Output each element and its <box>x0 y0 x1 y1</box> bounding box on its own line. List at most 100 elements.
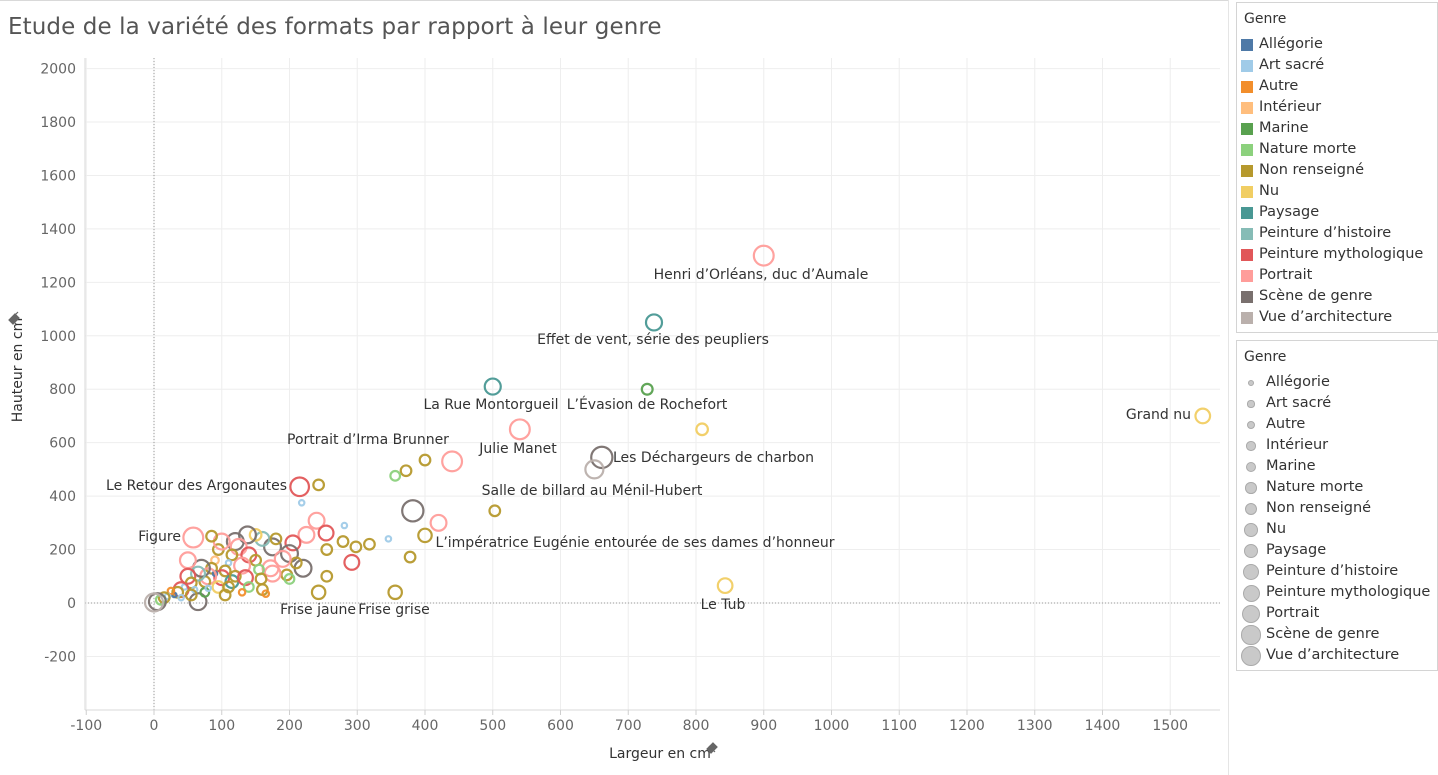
size-legend-label: Marine <box>1266 458 1316 474</box>
size-circle-icon <box>1247 400 1255 408</box>
size-circle-icon <box>1240 645 1262 667</box>
x-tick-label: 1400 <box>1085 718 1121 734</box>
size-legend-item[interactable]: Peinture d’histoire <box>1237 562 1437 583</box>
size-circle-icon <box>1241 625 1261 645</box>
size-legend-label: Intérieur <box>1266 437 1329 453</box>
y-tick-label: 400 <box>49 489 76 505</box>
data-point <box>225 548 239 562</box>
point-label: Le Tub <box>701 597 746 613</box>
color-legend-label: Vue d’architecture <box>1259 309 1393 325</box>
color-legend-item[interactable]: Portrait <box>1237 266 1437 287</box>
data-point <box>488 504 502 518</box>
data-point <box>312 478 326 492</box>
data-point <box>403 550 417 564</box>
size-legend-item[interactable]: Intérieur <box>1237 436 1437 457</box>
size-circle-icon <box>1248 380 1254 386</box>
y-tick-label: 0 <box>67 596 76 612</box>
color-legend-item[interactable]: Nu <box>1237 182 1437 203</box>
size-circle-icon <box>1246 441 1256 451</box>
size-legend[interactable]: Genre Allégorie Art sacré Autre Intérieur Ma… <box>1236 340 1438 671</box>
color-legend-item[interactable]: Marine <box>1237 119 1437 140</box>
scatter-chart: -100 0 100 200 300 400 500 600 700 800 900 1000 1100… <box>8 58 1220 762</box>
data-point <box>340 521 349 530</box>
color-legend-item[interactable]: Nature morte <box>1237 140 1437 161</box>
data-point <box>320 543 334 556</box>
data-point <box>297 498 306 507</box>
color-legend-item[interactable]: Intérieur <box>1237 98 1437 119</box>
color-legend-label: Marine <box>1259 120 1309 136</box>
color-legend-item[interactable]: Autre <box>1237 77 1437 98</box>
x-axis-label: Largeur en cm <box>609 746 711 762</box>
size-legend-item[interactable]: Nu <box>1237 520 1437 541</box>
size-legend-item[interactable]: Art sacré <box>1237 394 1437 415</box>
size-legend-item[interactable]: Autre <box>1237 415 1437 436</box>
data-point <box>320 569 334 583</box>
data-point <box>178 551 197 570</box>
x-tick-label: 900 <box>750 718 777 734</box>
color-swatch <box>1241 123 1253 135</box>
x-tick-label: 200 <box>276 718 303 734</box>
data-point <box>263 537 283 557</box>
color-legend-item[interactable]: Non renseigné <box>1237 161 1437 182</box>
point-label: Frise grise <box>358 602 429 618</box>
data-point <box>204 584 213 593</box>
color-legend-label: Portrait <box>1259 267 1313 283</box>
size-legend-item[interactable]: Marine <box>1237 457 1437 478</box>
color-swatch <box>1241 165 1253 177</box>
color-swatch <box>1241 60 1253 72</box>
data-point <box>229 537 248 556</box>
size-legend-item[interactable]: Portrait <box>1237 604 1437 625</box>
size-legend-label: Scène de genre <box>1266 626 1380 642</box>
color-legend[interactable]: Genre Allégorie Art sacré Autre Intérieur Ma… <box>1236 2 1438 333</box>
color-legend-item[interactable]: Peinture d’histoire <box>1237 224 1437 245</box>
size-legend-item[interactable]: Non renseigné <box>1237 499 1437 520</box>
x-tick-label: 300 <box>344 718 371 734</box>
size-legend-item[interactable]: Vue d’architecture <box>1237 645 1437 667</box>
data-point <box>242 581 255 593</box>
data-point <box>336 535 350 548</box>
size-legend-label: Peinture d’histoire <box>1266 563 1399 579</box>
y-tick-label: -200 <box>44 649 76 665</box>
y-tick-label: 2000 <box>40 62 76 78</box>
color-legend-item[interactable]: Peinture mythologique <box>1237 245 1437 266</box>
x-tick-label: -100 <box>70 718 102 734</box>
color-legend-item[interactable]: Scène de genre <box>1237 287 1437 308</box>
data-point <box>254 572 268 586</box>
point-label: Frise jaune <box>280 602 356 618</box>
data-point <box>273 549 292 568</box>
data-point <box>188 592 208 612</box>
data-point <box>233 556 252 575</box>
color-legend-item[interactable]: Paysage <box>1237 203 1437 224</box>
point-label: Grand nu <box>1126 407 1191 423</box>
color-legend-item[interactable]: Art sacré <box>1237 56 1437 77</box>
point-label: La Rue Montorgueil <box>423 397 558 413</box>
data-point <box>695 422 709 437</box>
x-tick-label: 1200 <box>949 718 985 734</box>
color-legend-item[interactable]: Vue d’architecture <box>1237 308 1437 329</box>
color-legend-item[interactable]: Allégorie <box>1237 35 1437 56</box>
data-point <box>590 445 614 470</box>
size-legend-label: Nature morte <box>1266 479 1364 495</box>
data-point <box>640 382 654 396</box>
data-point <box>441 450 464 473</box>
size-legend-item[interactable]: Peinture mythologique <box>1237 583 1437 604</box>
y-axis-label: Hauteur en cm <box>10 318 26 422</box>
point-label: Salle de billard au Ménil-Hubert <box>482 483 703 499</box>
size-circle-icon <box>1243 543 1259 559</box>
data-point <box>363 537 376 551</box>
data-point <box>401 499 425 523</box>
color-legend-label: Allégorie <box>1259 36 1323 52</box>
size-legend-item[interactable]: Nature morte <box>1237 478 1437 499</box>
size-legend-item[interactable]: Scène de genre <box>1237 625 1437 646</box>
color-legend-label: Paysage <box>1259 204 1320 220</box>
data-point <box>166 586 176 596</box>
data-point <box>310 584 327 601</box>
color-legend-label: Art sacré <box>1259 57 1325 73</box>
color-swatch <box>1241 39 1253 51</box>
size-circle-icon <box>1243 564 1259 580</box>
color-legend-label: Scène de genre <box>1259 288 1373 304</box>
size-legend-item[interactable]: Paysage <box>1237 541 1437 562</box>
color-legend-title: Genre <box>1244 11 1287 27</box>
size-legend-item[interactable]: Allégorie <box>1237 373 1437 394</box>
size-circle-icon <box>1246 420 1256 430</box>
